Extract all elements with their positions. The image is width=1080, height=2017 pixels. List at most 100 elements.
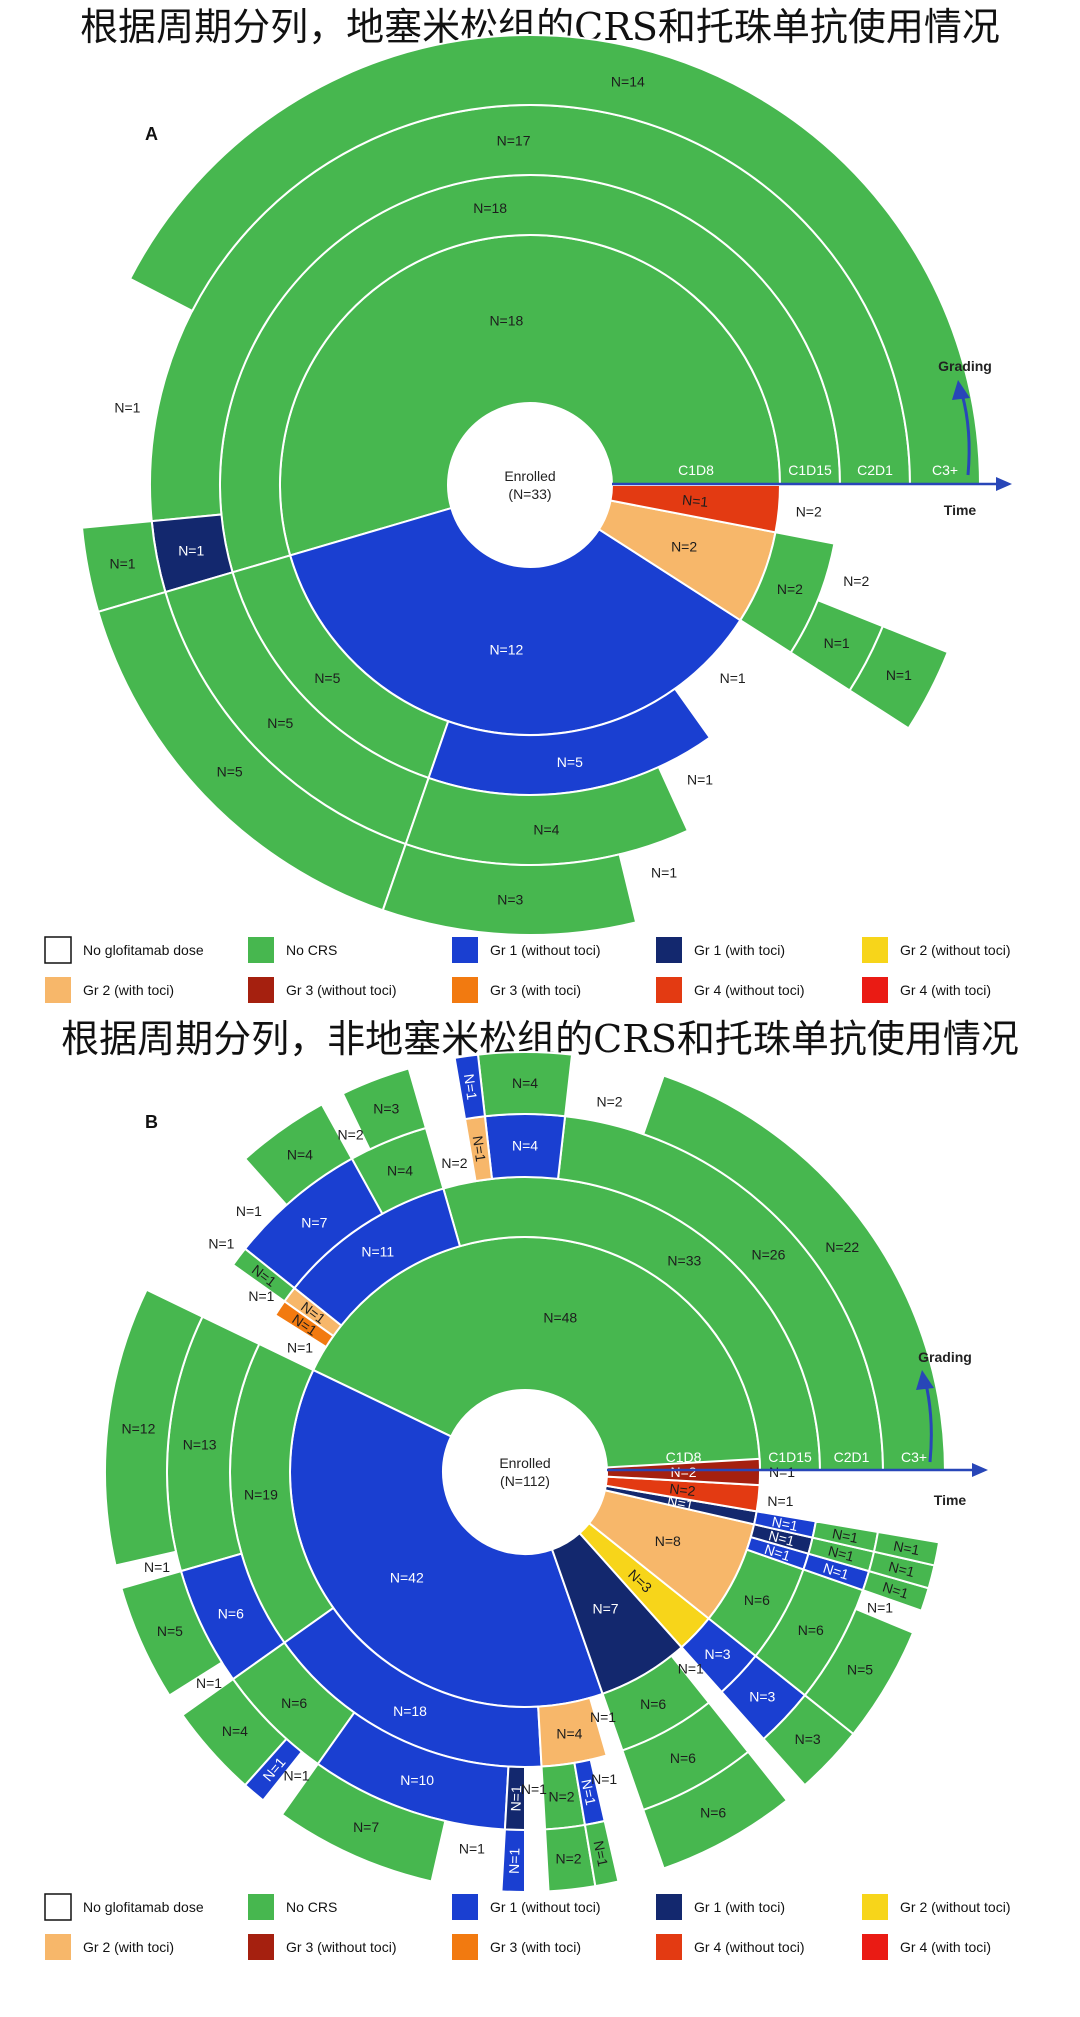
no-dose-label: N=1 bbox=[720, 670, 746, 686]
segment-label: N=4 bbox=[387, 1162, 413, 1178]
legend-label-g2: Gr 2 (without toci) bbox=[900, 1899, 1010, 1915]
legend-swatch-g4 bbox=[656, 1934, 682, 1960]
segment-label: N=2 bbox=[549, 1788, 575, 1804]
segment-label: N=1 bbox=[591, 1839, 612, 1868]
no-dose-label: N=1 bbox=[459, 1840, 485, 1856]
legend-swatch-g3 bbox=[248, 977, 274, 1003]
sunburst-panel-a: 根据周期分列，地塞米松组的CRS和托珠单抗使用情况 A N=18N=18N=17… bbox=[44, 5, 1012, 1003]
legend-label-g3t: Gr 3 (with toci) bbox=[490, 1939, 581, 1955]
segment-label: N=5 bbox=[157, 1623, 183, 1639]
legend-swatch-nocrs bbox=[248, 1894, 274, 1920]
segment-label: N=6 bbox=[798, 1622, 824, 1638]
legend-swatch-g4t bbox=[862, 1934, 888, 1960]
no-dose-label: N=2 bbox=[597, 1094, 623, 1110]
segment-label: N=3 bbox=[749, 1688, 775, 1704]
no-dose-label: N=1 bbox=[144, 1559, 170, 1575]
segment-ring4-nocrs bbox=[641, 1074, 947, 1473]
segment-ring4-nocrs bbox=[128, 34, 982, 486]
legend-swatch-g2 bbox=[862, 937, 888, 963]
segment-label: N=1 bbox=[887, 1558, 916, 1580]
segment-ring4-nocrs bbox=[243, 1103, 354, 1207]
segment-label: N=4 bbox=[556, 1725, 582, 1741]
chart-a-time-arrowhead-icon bbox=[996, 477, 1012, 491]
chart-a-time-axis: Time Grading bbox=[612, 358, 1012, 518]
legend-b: No glofitamab dose No CRS Gr 1 (without to… bbox=[44, 1893, 1010, 1960]
segment-label: N=2 bbox=[671, 539, 697, 555]
legend-swatch-none bbox=[44, 936, 72, 964]
segment-label: N=4 bbox=[512, 1075, 538, 1091]
segment-label: N=1 bbox=[821, 1560, 851, 1583]
legend-swatch-g1t bbox=[656, 937, 682, 963]
segment-label: N=1 bbox=[507, 1785, 524, 1812]
legend-swatch-g4 bbox=[656, 977, 682, 1003]
cycle-label-c2d1: C2D1 bbox=[834, 1449, 870, 1465]
no-dose-label: N=2 bbox=[441, 1155, 467, 1171]
no-dose-label: N=1 bbox=[767, 1493, 793, 1509]
chart-b-segments: N=48N=33 N=26 N=22N=4N=4N=1N=1N=11N=4N=3N=… bbox=[104, 1050, 947, 1894]
segment-ring4-nocrs bbox=[872, 1530, 941, 1567]
legend-label-nocrs: No CRS bbox=[286, 942, 337, 958]
segment-label: N=1 bbox=[461, 1073, 481, 1101]
chart-a-cycle-labels: C1D8 C1D15 C2D1 C3+ bbox=[678, 462, 958, 478]
segment-label: N=4 bbox=[512, 1138, 538, 1154]
segment-label: N=1 bbox=[506, 1847, 523, 1874]
chart-a-grading-arrowhead-icon bbox=[952, 380, 970, 400]
segment-ring4-nocrs bbox=[341, 1067, 428, 1151]
segment-label: N=1 bbox=[881, 1579, 911, 1602]
segment-label: N=3 bbox=[705, 1646, 731, 1662]
segment-label: N=1 bbox=[831, 1525, 860, 1546]
chart-a-center-hole bbox=[448, 403, 612, 567]
chart-b-time-label: Time bbox=[934, 1492, 967, 1508]
legend-label-none: No glofitamab dose bbox=[83, 1899, 204, 1915]
no-dose-label: N=1 bbox=[287, 1340, 313, 1356]
segment-label: N=13 bbox=[183, 1437, 217, 1453]
cycle-label-c3+: C3+ bbox=[901, 1449, 927, 1465]
cycle-label-c2d1: C2D1 bbox=[857, 462, 893, 478]
no-dose-label: N=1 bbox=[769, 1464, 795, 1480]
chart-a-grading-arrow-line bbox=[960, 393, 971, 476]
legend-label-g1t: Gr 1 (with toci) bbox=[694, 1899, 785, 1915]
chart-a-center-label: Enrolled bbox=[504, 468, 555, 484]
legend-swatch-g1 bbox=[452, 1894, 478, 1920]
segment-label: N=12 bbox=[122, 1420, 156, 1436]
segment-label: N=6 bbox=[700, 1804, 726, 1820]
segment-label: N=5 bbox=[314, 670, 340, 686]
no-dose-label: N=2 bbox=[796, 504, 822, 520]
segment-label: N=2 bbox=[556, 1851, 582, 1867]
segment-label: N=3 bbox=[795, 1731, 821, 1747]
no-dose-label: N=1 bbox=[687, 771, 713, 787]
segment-label: N=2 bbox=[669, 1480, 697, 1499]
legend-label-none: No glofitamab dose bbox=[83, 942, 204, 958]
segment-label: N=26 bbox=[752, 1246, 786, 1262]
no-dose-label: N=1 bbox=[196, 1675, 222, 1691]
legend-label-g3: Gr 3 (without toci) bbox=[286, 1939, 396, 1955]
segment-label: N=48 bbox=[543, 1309, 577, 1325]
segment-label: N=7 bbox=[301, 1215, 327, 1231]
segment-label: N=4 bbox=[287, 1147, 313, 1163]
no-dose-label: N=1 bbox=[236, 1203, 262, 1219]
segment-label: N=11 bbox=[361, 1244, 394, 1260]
legend-label-g1: Gr 1 (without toci) bbox=[490, 1899, 600, 1915]
segment-ring4-g1 bbox=[243, 1737, 304, 1802]
segment-label: N=1 bbox=[470, 1135, 490, 1163]
segment-label: N=2 bbox=[670, 1464, 696, 1480]
chart-b-grading-label: Grading bbox=[918, 1349, 972, 1365]
legend-label-g4t: Gr 4 (with toci) bbox=[900, 982, 991, 998]
segment-label: N=6 bbox=[670, 1750, 696, 1766]
no-dose-label: N=1 bbox=[248, 1288, 274, 1304]
legend-label-g3t: Gr 3 (with toci) bbox=[490, 982, 581, 998]
panel-a-letter: A bbox=[145, 124, 158, 144]
segment-label: N=4 bbox=[222, 1723, 248, 1739]
segment-label: N=2 bbox=[777, 581, 803, 597]
segment-label: N=18 bbox=[473, 200, 507, 216]
chart-b-time-arrowhead-icon bbox=[972, 1463, 988, 1477]
segment-ring2-g3t bbox=[273, 1299, 335, 1349]
chart-a-outer-labels: N=1 N=1 N=1 N=1 N=2 N=2 bbox=[114, 399, 869, 880]
segment-ring4-nocrs bbox=[803, 1607, 915, 1736]
segment-ring4-nocrs bbox=[120, 1569, 224, 1697]
segment-label: N=6 bbox=[744, 1592, 770, 1608]
segment-label: N=14 bbox=[611, 74, 645, 90]
no-dose-label: N=1 bbox=[678, 1660, 704, 1676]
segment-label: N=1 bbox=[682, 492, 710, 510]
segment-ring4-g1 bbox=[500, 1828, 526, 1894]
